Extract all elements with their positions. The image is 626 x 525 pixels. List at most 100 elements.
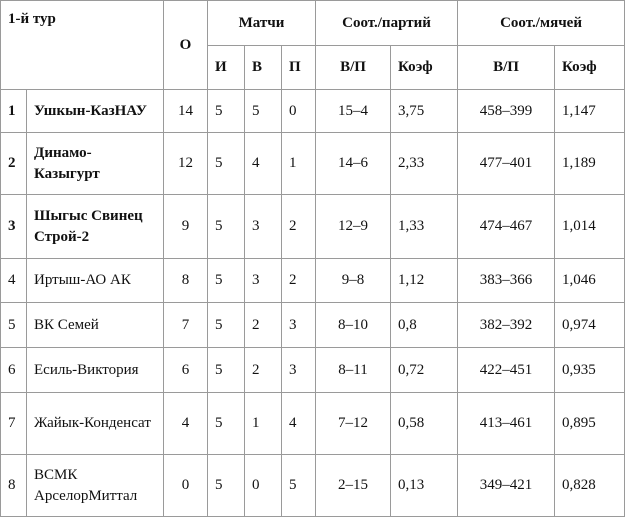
points-cell: 4 [163,392,208,455]
table-row: 5 ВК Семей 7 5 2 3 8–10 0,8 382–392 0,97… [0,302,626,348]
team-cell: Динамо-Казыгурт [26,132,164,195]
sets-cell: 15–4 [315,89,391,133]
balls-coef-cell: 1,046 [554,258,626,303]
rank-cell: 4 [0,258,27,303]
table-row: 3 Шыгыс Свинец Строй-2 9 5 3 2 12–9 1,33… [0,194,626,259]
sets-coef-cell: 3,75 [389,89,459,133]
balls-cell: 474–467 [457,194,556,259]
table-row: 4 Иртыш-АО АК 8 5 3 2 9–8 1,12 383–366 1… [0,258,626,303]
table-row: 1 Ушкын-КазНАУ 14 5 5 0 15–4 3,75 458–39… [0,89,626,133]
rank-cell: 2 [0,132,27,195]
won-cell: 0 [244,454,282,517]
team-cell: Шыгыс Свинец Строй-2 [26,194,164,259]
balls-cell: 382–392 [457,302,556,348]
round-header: 1-й тур [0,0,164,90]
sets-cell: 14–6 [315,132,391,195]
lost-header: П [281,45,316,90]
lost-cell: 4 [281,392,316,455]
balls-coef-cell: 0,974 [554,302,626,348]
rank-cell: 1 [0,89,27,133]
played-header: И [207,45,245,90]
balls-cell: 422–451 [457,347,556,393]
team-cell: ВСМК АрселорМиттал [26,454,164,517]
won-cell: 3 [244,194,282,259]
balls-cell: 458–399 [457,89,556,133]
balls-coef-cell: 0,828 [554,454,626,517]
balls-cell: 477–401 [457,132,556,195]
sets-cell: 7–12 [315,392,391,455]
sets-coef-cell: 1,33 [389,194,459,259]
lost-cell: 1 [281,132,316,195]
table-row: 6 Есиль-Виктория 6 5 2 3 8–11 0,72 422–4… [0,347,626,393]
rank-cell: 7 [0,392,27,455]
balls-coef-header: Коэф [554,45,626,90]
sets-coef-cell: 0,58 [389,392,459,455]
sets-cell: 9–8 [315,258,391,303]
played-cell: 5 [207,347,245,393]
balls-cell: 413–461 [457,392,556,455]
played-cell: 5 [207,454,245,517]
team-cell: ВК Семей [26,302,164,348]
sets-wl-header: В/П [315,45,391,90]
balls-coef-cell: 1,147 [554,89,626,133]
balls-coef-cell: 1,014 [554,194,626,259]
points-cell: 7 [163,302,208,348]
balls-coef-cell: 1,189 [554,132,626,195]
balls-cell: 383–366 [457,258,556,303]
played-cell: 5 [207,89,245,133]
sets-coef-header: Коэф [389,45,459,90]
balls-wl-header: В/П [457,45,556,90]
balls-cell: 349–421 [457,454,556,517]
won-cell: 1 [244,392,282,455]
played-cell: 5 [207,132,245,195]
lost-cell: 2 [281,194,316,259]
played-cell: 5 [207,258,245,303]
table-row: 2 Динамо-Казыгурт 12 5 4 1 14–6 2,33 477… [0,132,626,195]
points-cell: 14 [163,89,208,133]
played-cell: 5 [207,392,245,455]
won-cell: 5 [244,89,282,133]
sets-coef-cell: 0,8 [389,302,459,348]
table-row: 8 ВСМК АрселорМиттал 0 5 0 5 2–15 0,13 3… [0,454,626,517]
team-cell: Ушкын-КазНАУ [26,89,164,133]
team-cell: Иртыш-АО АК [26,258,164,303]
table-row: 7 Жайык-Конденсат 4 5 1 4 7–12 0,58 413–… [0,392,626,455]
balls-coef-cell: 0,895 [554,392,626,455]
rank-cell: 3 [0,194,27,259]
team-cell: Есиль-Виктория [26,347,164,393]
sets-cell: 12–9 [315,194,391,259]
played-cell: 5 [207,302,245,348]
sets-coef-cell: 1,12 [389,258,459,303]
lost-cell: 2 [281,258,316,303]
matches-header: Матчи [207,0,316,46]
points-cell: 0 [163,454,208,517]
sets-cell: 8–10 [315,302,391,348]
sets-coef-cell: 0,13 [389,454,459,517]
won-cell: 2 [244,302,282,348]
lost-cell: 5 [281,454,316,517]
rank-cell: 8 [0,454,27,517]
lost-cell: 0 [281,89,316,133]
points-cell: 8 [163,258,208,303]
balls-coef-cell: 0,935 [554,347,626,393]
won-header: В [244,45,282,90]
balls-ratio-header: Соот./мячей [457,0,626,46]
points-cell: 12 [163,132,208,195]
team-cell: Жайык-Конденсат [26,392,164,455]
sets-coef-cell: 2,33 [389,132,459,195]
sets-cell: 8–11 [315,347,391,393]
won-cell: 4 [244,132,282,195]
lost-cell: 3 [281,347,316,393]
sets-coef-cell: 0,72 [389,347,459,393]
rank-cell: 5 [0,302,27,348]
won-cell: 3 [244,258,282,303]
sets-cell: 2–15 [315,454,391,517]
points-header: О [163,0,208,90]
rank-cell: 6 [0,347,27,393]
points-cell: 6 [163,347,208,393]
lost-cell: 3 [281,302,316,348]
sets-ratio-header: Соот./партий [314,0,459,46]
played-cell: 5 [207,194,245,259]
won-cell: 2 [244,347,282,393]
